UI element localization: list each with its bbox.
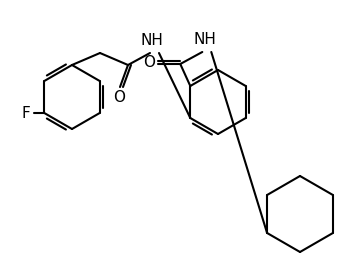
Text: F: F (21, 106, 30, 120)
Text: O: O (143, 55, 155, 70)
Text: O: O (113, 89, 125, 104)
Text: NH: NH (141, 33, 164, 48)
Text: NH: NH (194, 32, 217, 47)
